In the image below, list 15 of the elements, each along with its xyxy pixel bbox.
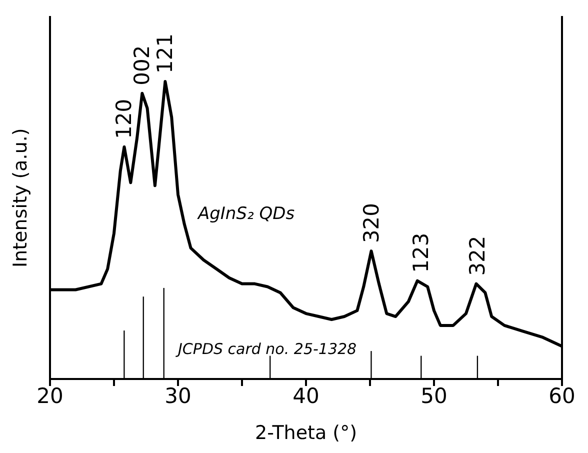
x-axis-title: 2-Theta (°) bbox=[255, 422, 357, 444]
annotation: 322 bbox=[466, 236, 490, 276]
x-tick-label: 20 bbox=[36, 384, 64, 408]
x-tick-label: 50 bbox=[420, 384, 448, 408]
series-label: JCPDS card no. 25-1328 bbox=[178, 340, 357, 358]
x-tick-label: 40 bbox=[292, 384, 320, 408]
x-tick-label: 30 bbox=[164, 384, 192, 408]
x-tick-label: 60 bbox=[548, 384, 576, 408]
annotation: 002 bbox=[130, 45, 154, 86]
series-label: AgInS₂ QDs bbox=[198, 204, 295, 224]
annotation: 121 bbox=[153, 33, 178, 74]
annotation: 120 bbox=[112, 98, 136, 139]
annotation: 320 bbox=[359, 202, 384, 244]
annotation: 123 bbox=[409, 232, 434, 273]
y-axis-title: Intensity (a.u.) bbox=[10, 128, 32, 268]
